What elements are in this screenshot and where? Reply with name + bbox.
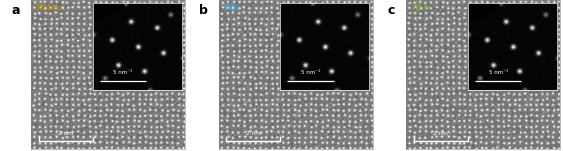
Text: MoSe₂: MoSe₂ bbox=[35, 3, 62, 12]
Text: 2 nm: 2 nm bbox=[58, 131, 73, 136]
Text: b: b bbox=[199, 5, 208, 18]
Text: a: a bbox=[11, 5, 20, 18]
Text: 2 nm: 2 nm bbox=[434, 131, 448, 136]
Text: 2 nm: 2 nm bbox=[246, 131, 261, 136]
Text: WSe₂: WSe₂ bbox=[411, 3, 433, 12]
Text: c: c bbox=[387, 5, 395, 18]
Text: WS₂: WS₂ bbox=[224, 3, 240, 12]
